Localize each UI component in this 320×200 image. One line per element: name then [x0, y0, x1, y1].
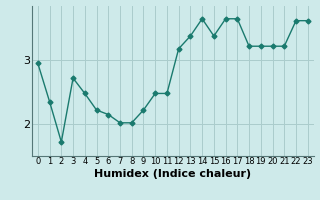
X-axis label: Humidex (Indice chaleur): Humidex (Indice chaleur) [94, 169, 252, 179]
